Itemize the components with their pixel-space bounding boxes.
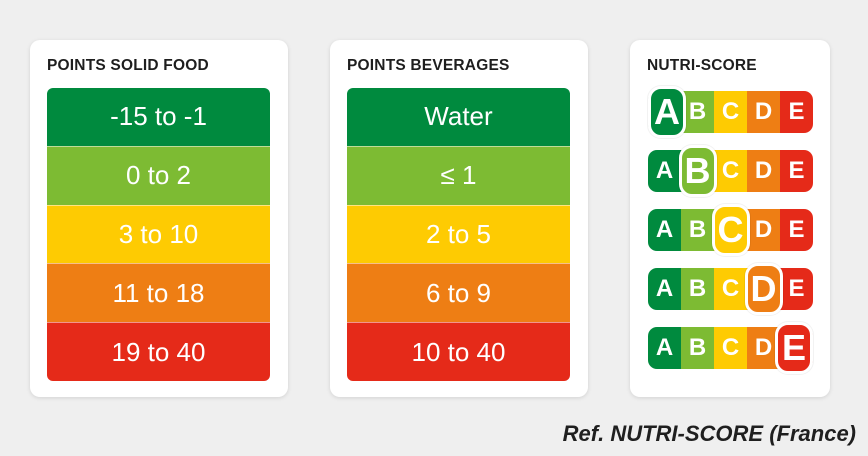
nutri-score-segment-c: C: [714, 268, 747, 310]
beverages-row-3: 2 to 5: [347, 204, 570, 264]
nutri-score-segment-d: D: [747, 150, 780, 192]
nutri-score-segment-d: D: [747, 327, 780, 369]
nutri-score-segment-d: D: [747, 91, 780, 133]
solid-row-1: -15 to -1: [47, 88, 270, 146]
nutri-score-segment-a: A: [648, 268, 681, 310]
nutri-score-segment-b: B: [681, 268, 714, 310]
nutri-score-highlight-c: C: [711, 204, 750, 256]
nutri-score-segment-e: E: [780, 209, 813, 251]
solid-row-4: 11 to 18: [47, 263, 270, 323]
solid-row-2: 0 to 2: [47, 145, 270, 205]
nutri-score-segment-e: E: [780, 150, 813, 192]
nutri-score-segment-e: E: [780, 91, 813, 133]
nutri-score-segment-c: C: [714, 150, 747, 192]
nutri-score-highlight-a: A: [648, 86, 686, 138]
nutri-score-segment-a: A: [648, 150, 681, 192]
solid-row-3: 3 to 10: [47, 204, 270, 264]
nutri-score-title: NUTRI-SCORE: [647, 57, 757, 74]
nutri-score-segment-d: D: [747, 209, 780, 251]
nutri-score-highlight-d: D: [744, 263, 783, 315]
nutri-score-segment-b: B: [681, 209, 714, 251]
nutri-score-segment-b: B: [681, 91, 714, 133]
source-caption: Ref. NUTRI-SCORE (France): [562, 421, 856, 446]
nutri-score-segment-c: C: [714, 91, 747, 133]
nutri-score-highlight-b: B: [678, 145, 717, 197]
nutri-score-highlight-e: E: [775, 322, 813, 374]
nutri-score-segment-b: B: [681, 327, 714, 369]
beverages-row-2: ≤ 1: [347, 145, 570, 205]
beverages-row-4: 6 to 9: [347, 263, 570, 323]
nutri-score-segment-c: C: [714, 327, 747, 369]
solid-food-title: POINTS SOLID FOOD: [47, 57, 209, 74]
solid-row-5: 19 to 40: [47, 322, 270, 381]
nutri-score-segment-e: E: [780, 268, 813, 310]
beverages-title: POINTS BEVERAGES: [347, 57, 510, 74]
nutri-score-segment-a: A: [648, 327, 681, 369]
beverages-row-5: 10 to 40: [347, 322, 570, 381]
nutri-score-segment-a: A: [648, 209, 681, 251]
beverages-row-1: Water: [347, 88, 570, 146]
